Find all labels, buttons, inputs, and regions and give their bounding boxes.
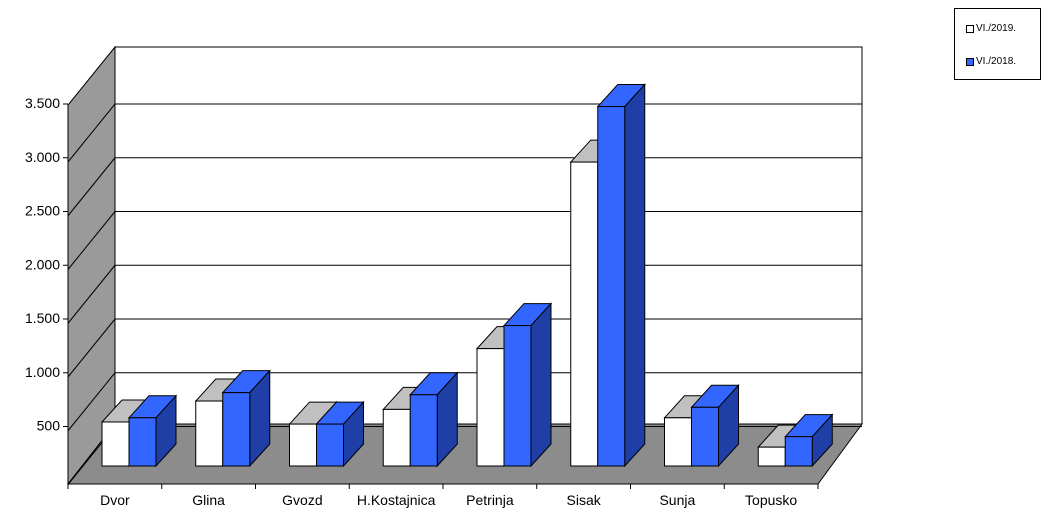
bar-VI./2019.-H.Kostajnica: [382, 408, 411, 467]
bar-VI./2018.-Sunja: [691, 406, 719, 467]
y-tick-label: 3.500: [25, 95, 60, 111]
bar-VI./2018.-Petrinja: [503, 325, 532, 467]
legend-swatch-series-1: [966, 24, 974, 33]
legend: VI./2019. VI./2018.: [954, 8, 1041, 80]
bar-VI./2018.-Sisak: [597, 106, 626, 467]
floor: [66, 423, 863, 485]
y-tick-label: 2.500: [25, 203, 60, 219]
x-tick-label: Gvozd: [282, 492, 322, 508]
y-tick-label: 2.000: [25, 256, 60, 272]
legend-label-series-2: VI./2018.: [976, 56, 1017, 67]
bar-VI./2019.-Topusko: [757, 446, 786, 467]
y-tick-label: 3.000: [25, 149, 60, 165]
bar-VI./2019.-Glina: [195, 400, 224, 467]
gridline-side: [67, 211, 116, 270]
y-tick-label: 1.000: [25, 364, 60, 380]
y-tick-label: 500: [37, 418, 61, 434]
gridline-side: [67, 103, 116, 163]
bar-VI./2019.-Dvor: [101, 421, 130, 467]
x-tick-label: Dvor: [100, 492, 130, 508]
bar-VI./2018.-H.Kostajnica: [409, 394, 438, 467]
bar-VI./2018.-Petrinja-side: [530, 302, 552, 468]
y-tick-label: 1.500: [25, 310, 60, 326]
x-tick-label: Glina: [192, 492, 225, 508]
legend-item-series-1: VI./2019.: [966, 23, 1016, 34]
bar-VI./2018.-Gvozd: [316, 423, 344, 467]
x-tick-label: Petrinja: [466, 492, 514, 508]
gridline-side: [67, 372, 116, 432]
legend-label-series-1: VI./2019.: [976, 23, 1017, 34]
bar-VI./2018.-Glina: [222, 392, 251, 467]
bar-VI./2018.-Sisak-side: [624, 83, 646, 468]
legend-swatch-series-2: [966, 57, 974, 66]
gridline-side: [67, 318, 116, 378]
bar-VI./2018.-Topusko: [784, 436, 813, 467]
gridline-side: [67, 157, 116, 217]
bar-VI./2018.-Dvor: [128, 417, 157, 467]
x-tick-label: H.Kostajnica: [357, 492, 436, 508]
bar-VI./2019.-Petrinja: [476, 348, 505, 467]
legend-item-series-2: VI./2018.: [966, 56, 1016, 67]
x-tick-label: Sisak: [567, 492, 602, 508]
x-tick-label: Topusko: [745, 492, 797, 508]
bar-VI./2019.-Gvozd: [289, 423, 317, 467]
x-tick-label: Sunja: [659, 492, 695, 508]
gridline-side: [67, 264, 116, 324]
bar-VI./2019.-Sunja: [664, 417, 692, 467]
bar-VI./2019.-Sisak: [570, 161, 599, 467]
